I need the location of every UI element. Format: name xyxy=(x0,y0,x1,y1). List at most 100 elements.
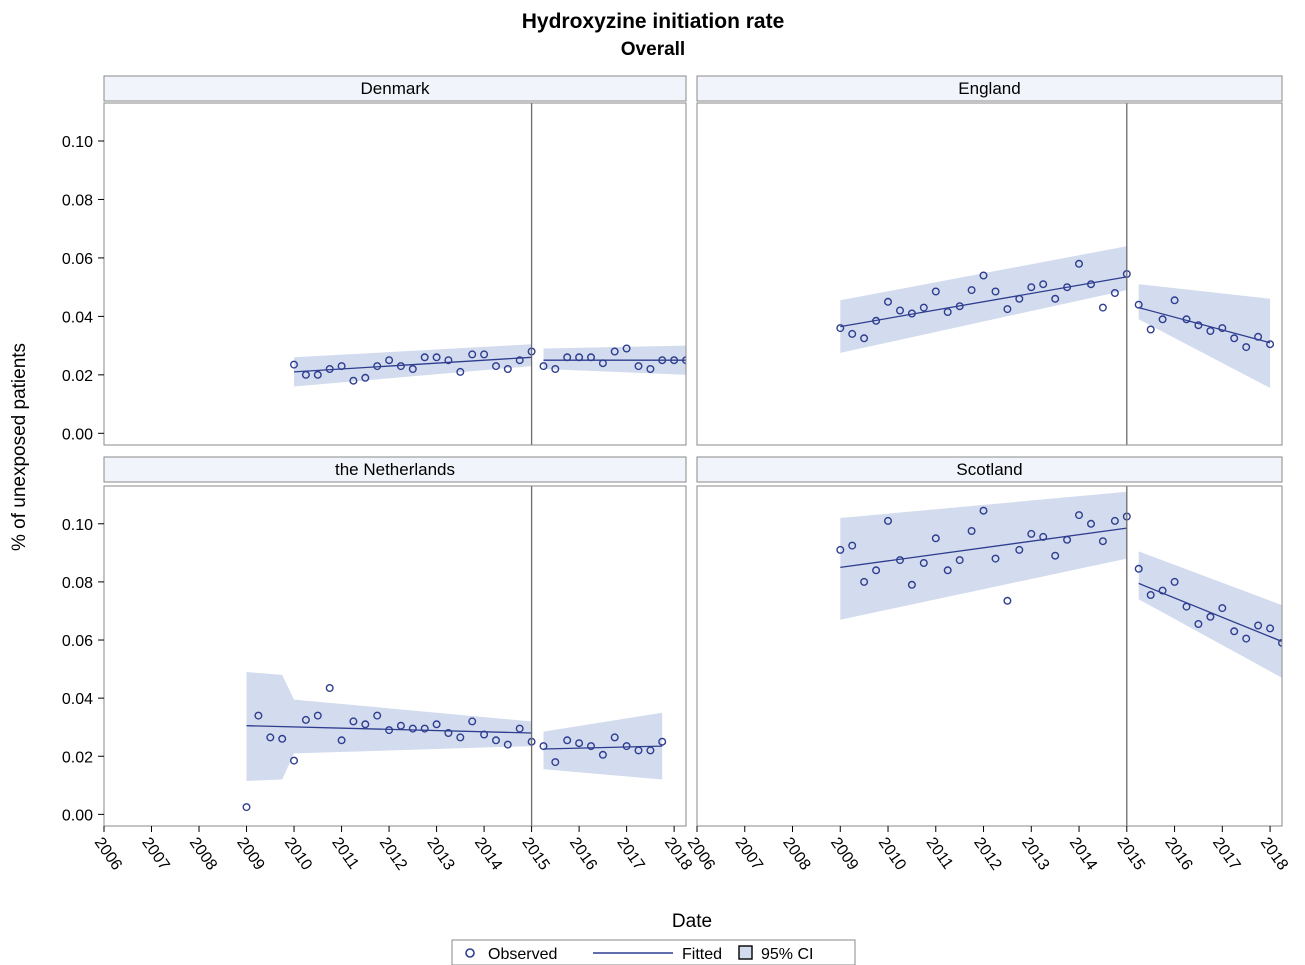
observed-point xyxy=(1051,551,1060,560)
x-tick-label: 2016 xyxy=(566,835,600,874)
observed-point xyxy=(1027,283,1036,292)
observed-point xyxy=(872,566,881,575)
panel-strip xyxy=(103,75,687,102)
observed-point xyxy=(396,721,405,730)
x-tick-label: 2007 xyxy=(731,835,765,874)
observed-point xyxy=(492,736,501,745)
x-tick-label: 2013 xyxy=(423,835,457,874)
observed-point xyxy=(991,287,1000,296)
ci-band-segment-1 xyxy=(840,246,1127,353)
ci-band-segment-2 xyxy=(543,712,663,780)
panel-frame xyxy=(103,102,687,446)
panel-scotland: Scotland xyxy=(696,456,1283,827)
x-tick-label: 2012 xyxy=(376,835,410,874)
observed-point xyxy=(967,527,976,536)
x-tick-label: 2008 xyxy=(186,835,220,874)
observed-point xyxy=(1242,634,1251,643)
observed-point xyxy=(539,362,548,371)
observed-point xyxy=(432,720,441,729)
observed-point xyxy=(468,350,477,359)
panel-frame xyxy=(103,485,687,827)
observed-point xyxy=(1134,564,1143,573)
x-tick-label: 2014 xyxy=(1066,835,1100,874)
observed-point xyxy=(1039,280,1048,289)
observed-point xyxy=(1003,305,1012,314)
observed-point xyxy=(919,559,928,568)
fitted-line-segment-2 xyxy=(1138,582,1282,643)
observed-point xyxy=(1074,259,1083,268)
fitted-line-segment-2 xyxy=(1138,306,1271,344)
observed-point xyxy=(301,715,310,724)
x-tick-label: 2008 xyxy=(779,835,813,874)
observed-point xyxy=(1206,327,1215,336)
observed-point xyxy=(480,350,489,359)
observed-point xyxy=(622,344,631,353)
observed-point xyxy=(1254,621,1263,630)
observed-point xyxy=(1074,511,1083,520)
observed-point xyxy=(575,739,584,748)
observed-point xyxy=(325,365,334,374)
plot-area xyxy=(836,246,1275,388)
observed-point xyxy=(361,720,370,729)
observed-point xyxy=(444,729,453,738)
y-tick-label: 0.06 xyxy=(62,633,93,650)
panel-frame xyxy=(696,485,1283,827)
x-tick-label: 2017 xyxy=(1209,835,1243,874)
x-tick-label: 2011 xyxy=(922,835,956,873)
y-tick-label: 0.10 xyxy=(62,134,93,151)
observed-point xyxy=(1098,537,1107,546)
y-tick-label: 0.02 xyxy=(62,749,93,766)
observed-point xyxy=(1051,294,1060,303)
x-tick-label: 2013 xyxy=(1018,835,1052,874)
observed-point xyxy=(1158,315,1167,324)
observed-point xyxy=(1110,516,1119,525)
x-tick-label: 2007 xyxy=(138,835,172,874)
observed-point xyxy=(1158,586,1167,595)
observed-point xyxy=(1266,340,1275,349)
observed-point xyxy=(242,803,251,812)
panel-title: Scotland xyxy=(956,460,1022,479)
observed-point xyxy=(836,545,845,554)
panel-denmark: Denmark xyxy=(103,75,687,446)
plot-area xyxy=(290,344,686,387)
observed-point xyxy=(396,362,405,371)
observed-point xyxy=(301,370,310,379)
x-axes: 2006 2007 2008 2009 2010 2011 2012 2013 2014 2015… xyxy=(91,826,1291,874)
observed-point xyxy=(290,360,299,369)
observed-point xyxy=(931,287,940,296)
x-tick-label: 2015 xyxy=(1114,835,1148,874)
observed-point xyxy=(1086,280,1095,289)
x-tick-label: 2012 xyxy=(970,835,1004,874)
observed-point xyxy=(658,356,667,365)
y-tick-label: 0.06 xyxy=(62,251,93,268)
observed-point xyxy=(1086,519,1095,528)
observed-point xyxy=(408,365,417,374)
observed-point xyxy=(919,303,928,312)
observed-point xyxy=(646,365,655,374)
legend-ci-swatch xyxy=(738,945,753,960)
observed-point xyxy=(1146,325,1155,334)
observed-point xyxy=(503,740,512,749)
x-tick-label: 2011 xyxy=(328,835,362,873)
observed-point xyxy=(337,736,346,745)
y-tick-label: 0.08 xyxy=(62,192,93,209)
x-tick-label: 2010 xyxy=(875,835,909,874)
chart-title: Hydroxyzine initiation rate xyxy=(522,10,785,33)
x-tick-label: 2009 xyxy=(233,835,267,874)
y-tick-label: 0.04 xyxy=(62,309,93,326)
x-tick-label: 2016 xyxy=(1161,835,1195,874)
observed-point xyxy=(646,746,655,755)
observed-point xyxy=(884,516,893,525)
observed-point xyxy=(492,362,501,371)
observed-point xyxy=(349,717,358,726)
observed-point xyxy=(1110,289,1119,298)
observed-point xyxy=(1134,300,1143,309)
y-tick-label: 0.08 xyxy=(62,575,93,592)
observed-point xyxy=(598,359,607,368)
observed-point xyxy=(1063,535,1072,544)
y-tick-label: 0.04 xyxy=(62,691,93,708)
observed-point xyxy=(598,750,607,759)
observed-point xyxy=(622,742,631,751)
x-tick-label: 2009 xyxy=(827,835,861,874)
